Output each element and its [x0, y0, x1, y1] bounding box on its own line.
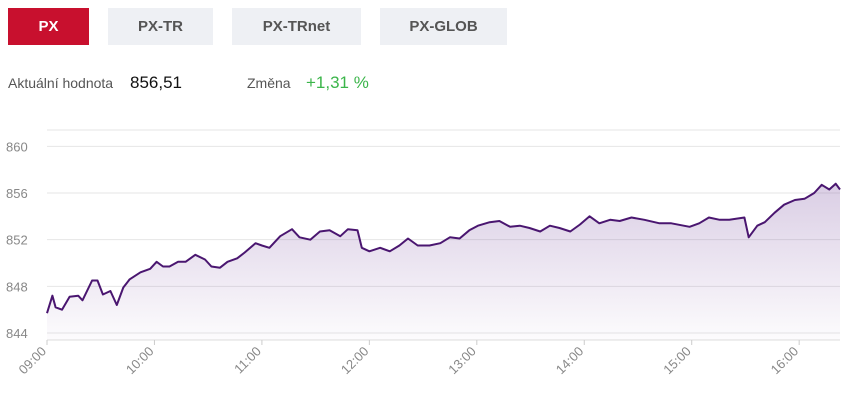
tab[interactable]: PX-TR: [108, 8, 213, 45]
stat-value: +1,31 %: [306, 73, 369, 92]
stat-label: Aktuální hodnota: [8, 75, 114, 91]
x-tick-label: 11:00: [231, 344, 264, 377]
y-tick-label: 852: [6, 233, 28, 248]
x-tick-label: 09:00: [16, 344, 50, 378]
x-tick-label: 12:00: [338, 344, 372, 378]
y-tick-label: 860: [6, 139, 28, 154]
x-tick-label: 10:00: [123, 344, 157, 378]
y-tick-label: 844: [6, 326, 28, 341]
y-tick-label: 848: [6, 279, 28, 294]
area: [47, 183, 840, 340]
tab[interactable]: PX-GLOB: [380, 8, 507, 45]
stat-value: 856,51: [130, 73, 182, 92]
line: [46, 182, 841, 314]
x-tick-label: 15:00: [660, 344, 694, 378]
stat-label: Změna: [247, 75, 291, 91]
tab[interactable]: PX-TRnet: [232, 8, 361, 45]
x-tick-label: 16:00: [768, 344, 802, 378]
x-tick-label: 13:00: [445, 344, 479, 378]
x-tick-label: 14:00: [553, 344, 587, 378]
y-tick-label: 856: [6, 186, 28, 201]
tab[interactable]: PX: [8, 8, 89, 45]
